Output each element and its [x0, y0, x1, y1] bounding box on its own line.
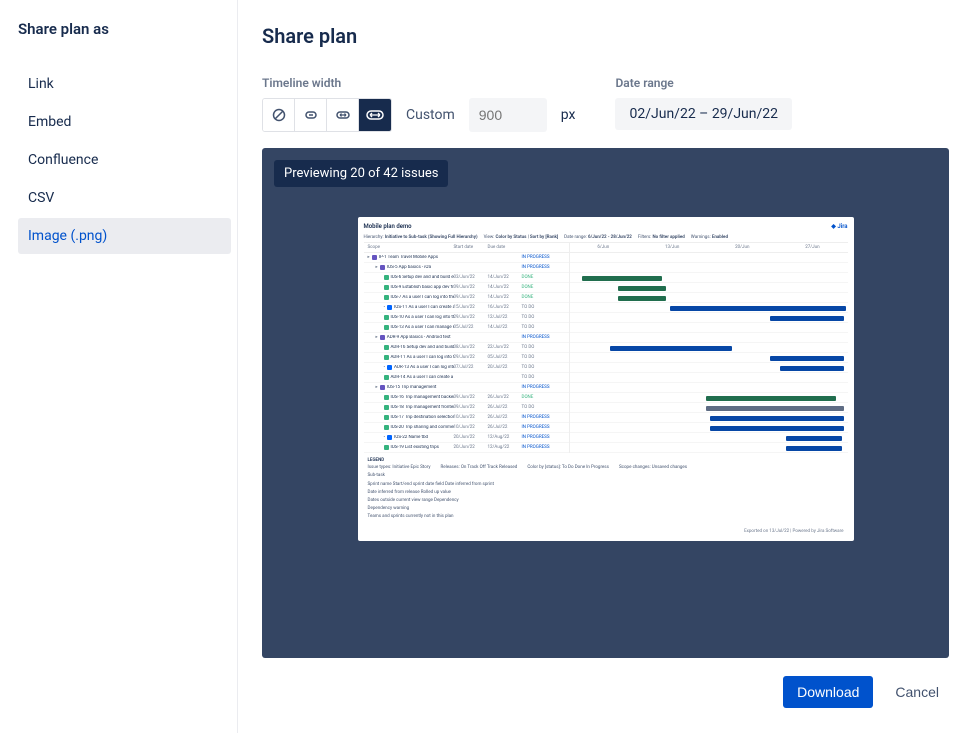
table-row: IOS-7 As a user I can log into the syste…: [364, 293, 569, 303]
cancel-button[interactable]: Cancel: [885, 676, 949, 708]
dialog-actions: Download Cancel: [262, 676, 949, 708]
table-row: IOS-20 Trip sharing and commenting10/Jun…: [364, 423, 569, 433]
width-option-large-icon[interactable]: [359, 99, 391, 131]
col-status: [522, 245, 562, 250]
col-due: Due date: [488, 245, 522, 250]
timeline-width-label: Timeline width: [262, 76, 575, 90]
table-row: ▸IOS-15 Trip managementIN PROGRESS: [364, 383, 569, 393]
table-row: IOS-17 Trip destination selection - sing…: [364, 413, 569, 423]
preview-footer: Exported on 13/Jul/22 | Powered by Jira …: [364, 526, 848, 535]
preview-container: Previewing 20 of 42 issues Mobile plan d…: [262, 148, 949, 658]
custom-width-input[interactable]: [469, 98, 547, 132]
table-row: ▸ADR-9 App Basics - Android testIN PROGR…: [364, 333, 569, 343]
date-range-label: Date range: [615, 76, 792, 90]
width-segmented-control: [262, 98, 392, 132]
preview-meta: Hierarchy: Initiative to Sub-task (Showi…: [364, 233, 848, 243]
preview-plan-title: Mobile plan demo: [364, 223, 412, 230]
sidebar-item-csv[interactable]: CSV: [18, 180, 231, 216]
jira-logo: ◆ Jira: [831, 223, 847, 230]
preview-legend: LEGEND Issue types: Initiative Epic Stor…: [364, 453, 848, 526]
table-row: ▸IP-1 Team Travel Mobile AppsIN PROGRESS: [364, 253, 569, 263]
table-row: ADR-11 As a user I can log into the syst…: [364, 353, 569, 363]
table-row: IOS-10 As a user I can log into the syst…: [364, 313, 569, 323]
width-option-medium-icon[interactable]: [327, 99, 359, 131]
table-row: •IOS-22 Name tbd20/Jun/2212/Aug/22IN PRO…: [364, 433, 569, 443]
sidebar-item-link[interactable]: Link: [18, 66, 231, 102]
sidebar-item-confluence[interactable]: Confluence: [18, 142, 231, 178]
page-title: Share plan: [262, 24, 949, 48]
table-row: ADR-14 As a user I can create a custom u…: [364, 373, 569, 383]
main-panel: Share plan Timeline width: [238, 0, 967, 733]
table-row: IOS-9 Establish basic app dev framework0…: [364, 283, 569, 293]
date-range-value[interactable]: 02/Jun/22 – 29/Jun/22: [615, 98, 792, 130]
download-button[interactable]: Download: [783, 676, 873, 708]
table-row: ▸IOS-5 App basics - iOSIN PROGRESS: [364, 263, 569, 273]
table-row: IOS-16 Trip management backend framework…: [364, 393, 569, 403]
preview-count-badge: Previewing 20 of 42 issues: [274, 160, 448, 187]
date-range-group: Date range 02/Jun/22 – 29/Jun/22: [615, 76, 792, 132]
width-option-disabled-icon[interactable]: [263, 99, 295, 131]
width-option-small-icon[interactable]: [295, 99, 327, 131]
controls-row: Timeline width: [262, 76, 949, 132]
table-row: •ADR-13 As a user I can log into the sys…: [364, 363, 569, 373]
custom-width-label: Custom: [406, 107, 455, 123]
table-row: •IOS-11 As a user I can create a custom …: [364, 303, 569, 313]
timeline-header: 6/Jun13/Jun20/Jun27/Jun: [570, 243, 848, 253]
col-scope: Scope: [364, 245, 454, 250]
table-row: IOS-18 Trip management frontend framewor…: [364, 403, 569, 413]
table-row: IOS-19 List existing trips20/Jun/2212/Au…: [364, 443, 569, 453]
sidebar: Share plan as Link Embed Confluence CSV …: [0, 0, 238, 733]
table-row: ADR-16 Setup dev and and build environme…: [364, 343, 569, 353]
preview-image: Mobile plan demo ◆ Jira Hierarchy: Initi…: [358, 217, 854, 541]
table-row: IOS-6 Setup dev and and build environmen…: [364, 273, 569, 283]
sidebar-title: Share plan as: [18, 20, 231, 38]
timeline-width-group: Timeline width: [262, 76, 575, 132]
sidebar-item-image-png[interactable]: Image (.png): [18, 218, 231, 254]
col-start: Start date: [454, 245, 488, 250]
sidebar-item-embed[interactable]: Embed: [18, 104, 231, 140]
px-suffix: px: [561, 107, 576, 123]
table-row: IOS-13 As a user I can manage my profile…: [364, 323, 569, 333]
